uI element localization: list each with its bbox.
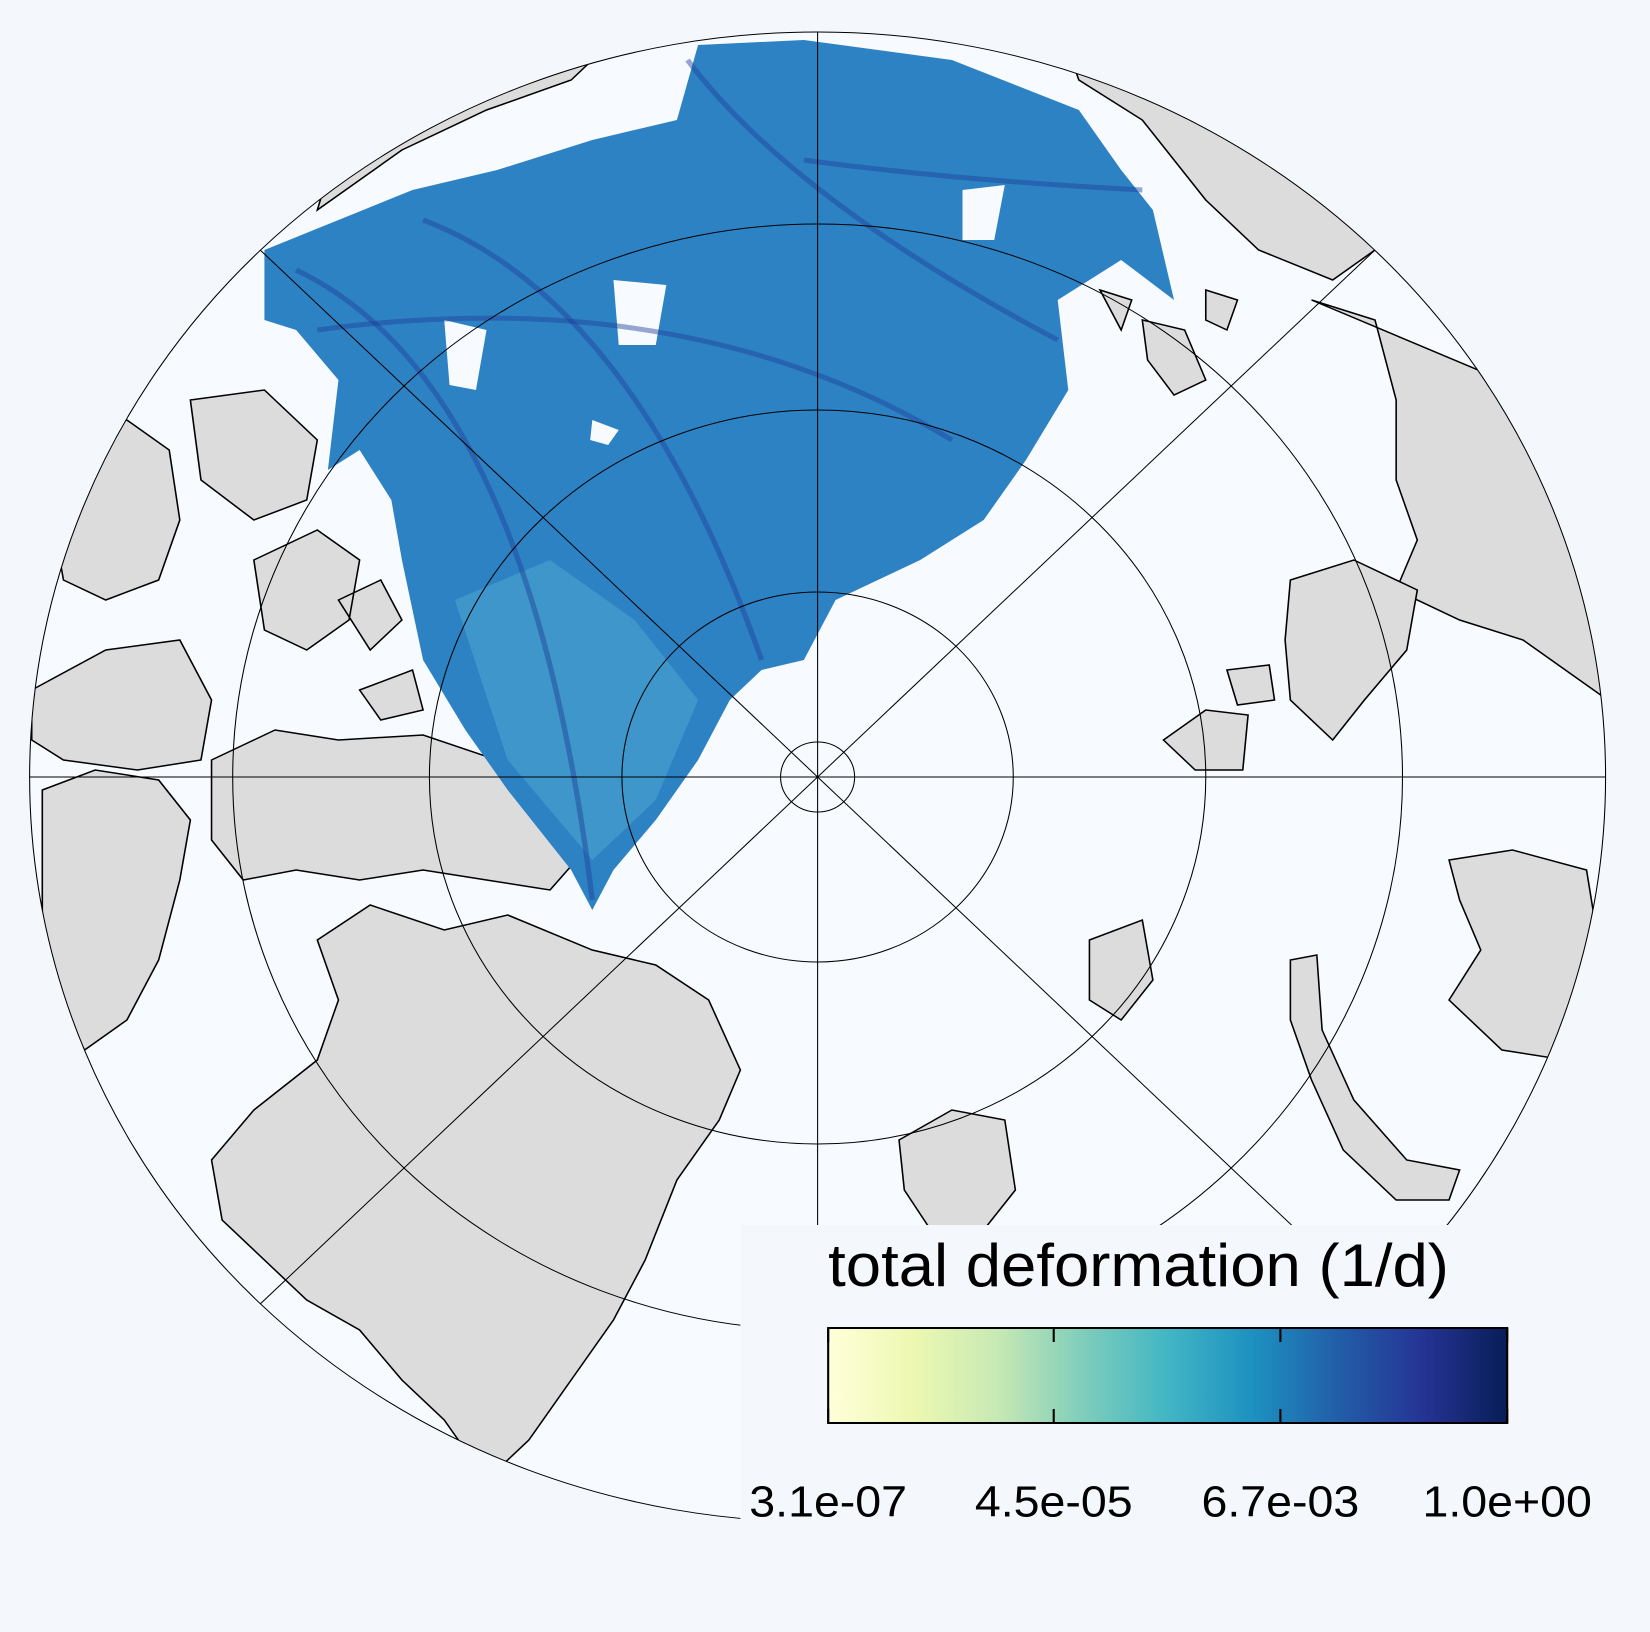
ice-streak [685, 58, 1059, 343]
greenland [210, 904, 742, 1482]
franz-josef-land [1088, 918, 1154, 1022]
colorbar-tick-label: 6.7e-03 [1202, 1477, 1360, 1527]
banks-island [189, 389, 319, 521]
new-siberian-islands [1098, 288, 1239, 396]
colorbar-title: total deformation (1/d) [828, 1232, 1449, 1299]
severnaya-zemlya [1162, 664, 1276, 771]
colorbar-tick-label: 4.5e-05 [975, 1477, 1133, 1527]
colorbar-tick-label: 1.0e+00 [1422, 1477, 1591, 1527]
ice-streak [316, 315, 954, 443]
canadian-archipelago [210, 729, 578, 891]
taymyr [1284, 559, 1419, 742]
ice-streak [803, 157, 1143, 193]
colorbar [827, 1327, 1509, 1424]
colorbar-tick-label: 3.1e-07 [749, 1477, 907, 1527]
novaya-zemlya [1289, 954, 1461, 1201]
victoria-island [30, 639, 213, 771]
ice-streak [294, 267, 595, 901]
ice-lighter-patch [454, 560, 699, 860]
ice-streak [422, 217, 765, 661]
colorbar-panel [740, 1225, 1650, 1632]
svalbard [898, 1109, 1017, 1231]
ellesmere-islands [252, 529, 425, 721]
